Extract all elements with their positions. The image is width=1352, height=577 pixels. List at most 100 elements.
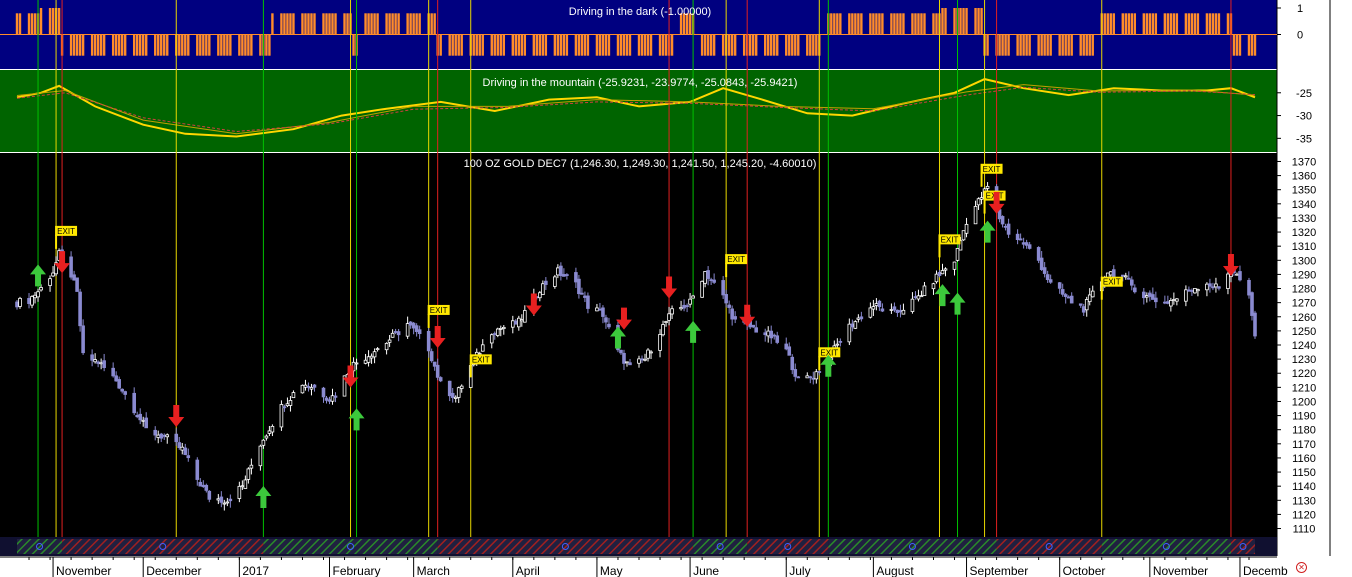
- oscillator-bar: [157, 34, 160, 56]
- candle-body: [51, 272, 55, 277]
- buy-arrow: [949, 292, 966, 315]
- oscillator-bar: [367, 13, 370, 35]
- candle-body: [1142, 291, 1146, 299]
- oscillator-bar: [166, 34, 169, 56]
- oscillator-bar: [1217, 13, 1221, 35]
- oscillator-bar: [394, 13, 397, 35]
- oscillator-bar: [352, 34, 355, 56]
- candle-body: [724, 294, 728, 304]
- oscillator-bar: [430, 13, 433, 35]
- candle-body: [625, 361, 629, 364]
- oscillator-bar: [586, 34, 590, 56]
- oscillator-bar: [1133, 13, 1137, 35]
- oscillator-bar: [181, 34, 184, 56]
- oscillator-bar: [860, 13, 863, 35]
- candle-body: [1063, 294, 1068, 297]
- regime-strip-marker: [159, 543, 167, 550]
- dark-panel-title: Driving in the dark (-1.00000): [569, 6, 711, 18]
- candle-body: [279, 404, 284, 428]
- candle-body: [300, 384, 305, 394]
- exit-label: EXIT: [472, 355, 490, 364]
- oscillator-bar: [601, 34, 605, 56]
- oscillator-bar: [1061, 34, 1064, 56]
- oscillator-bar: [1163, 13, 1167, 35]
- candle-body: [961, 230, 966, 241]
- oscillator-bar: [1154, 13, 1158, 35]
- price-axis-label: 1330: [1292, 213, 1316, 225]
- buy-arrow: [820, 354, 837, 377]
- candle-body: [958, 240, 963, 251]
- candle-body: [207, 490, 212, 500]
- oscillator-bar: [1046, 34, 1049, 56]
- oscillator-bar: [1214, 13, 1218, 35]
- candle-body: [1166, 301, 1170, 304]
- trade-signals: EXITEXITEXITEXITEXITEXITEXITEXITEXIT: [30, 163, 1239, 509]
- candle-body: [417, 329, 422, 335]
- candle-body: [586, 295, 590, 309]
- oscillator-bar: [754, 34, 758, 56]
- candle-body: [327, 399, 332, 402]
- oscillator-bar: [160, 34, 163, 56]
- oscillator-bar: [1127, 13, 1130, 35]
- candle-body: [1172, 299, 1176, 301]
- candle-body: [700, 280, 704, 298]
- oscillator-bar: [496, 34, 499, 56]
- oscillator-bar: [703, 34, 707, 56]
- candle-body: [72, 274, 76, 281]
- oscillator-bar: [238, 34, 241, 56]
- oscillator-bar: [385, 13, 388, 35]
- oscillator-bar: [700, 34, 704, 56]
- candle-body: [721, 280, 725, 296]
- oscillator-bar: [472, 34, 475, 56]
- oscillator-bar: [346, 13, 349, 35]
- oscillator-bar: [944, 8, 947, 35]
- candle-body: [291, 392, 296, 399]
- candle-body: [670, 308, 674, 315]
- candle-body: [1087, 294, 1092, 303]
- exit-flag: [725, 254, 748, 265]
- oscillator-bar: [1103, 13, 1106, 35]
- oscillator-bar: [616, 34, 620, 56]
- right-axis-background: [1277, 0, 1330, 556]
- oscillator-bar: [598, 34, 602, 56]
- oscillator-bar: [899, 13, 902, 35]
- oscillator-bar: [869, 13, 872, 35]
- candle-body: [871, 306, 876, 310]
- oscillator-bar: [727, 34, 731, 56]
- regime-strip-marker: [347, 543, 355, 550]
- regime-strip-segment: [62, 539, 264, 554]
- candle-body: [138, 413, 142, 421]
- candle-body: [435, 364, 440, 378]
- oscillator-bar: [1130, 13, 1134, 35]
- mountain-line-2: [16, 86, 1256, 133]
- oscillator-bar: [1121, 13, 1124, 35]
- buy-arrow: [30, 264, 47, 287]
- candle-body: [387, 339, 392, 343]
- oscillator-bar: [974, 8, 977, 35]
- oscillator-bar: [75, 34, 79, 56]
- price-axis-label: 1300: [1292, 255, 1316, 267]
- x-axis-label: March: [417, 564, 450, 577]
- oscillator-bar: [301, 13, 304, 35]
- candle-body: [414, 325, 419, 332]
- oscillator-bar: [241, 34, 244, 56]
- candle-body: [1208, 283, 1212, 287]
- regime-strip-segment: [1101, 539, 1231, 554]
- candle-body: [976, 198, 981, 206]
- candle-body: [766, 330, 771, 337]
- oscillator-bar: [1079, 34, 1082, 56]
- oscillator-bar: [1235, 34, 1239, 56]
- regime-strip-segment: [263, 539, 438, 554]
- oscillator-bar: [809, 34, 812, 56]
- oscillator-bar: [247, 34, 250, 56]
- oscillator-bar: [259, 34, 262, 56]
- oscillator-bar: [145, 34, 148, 56]
- candle-body: [384, 342, 389, 351]
- close-circle-icon[interactable]: ✕: [1296, 562, 1307, 573]
- candle-body: [793, 369, 798, 377]
- oscillator-bar: [776, 34, 779, 56]
- price-axis-label: 1170: [1292, 439, 1316, 451]
- oscillator-bar: [770, 34, 773, 56]
- candle-body: [649, 351, 653, 354]
- oscillator-bar: [81, 34, 85, 56]
